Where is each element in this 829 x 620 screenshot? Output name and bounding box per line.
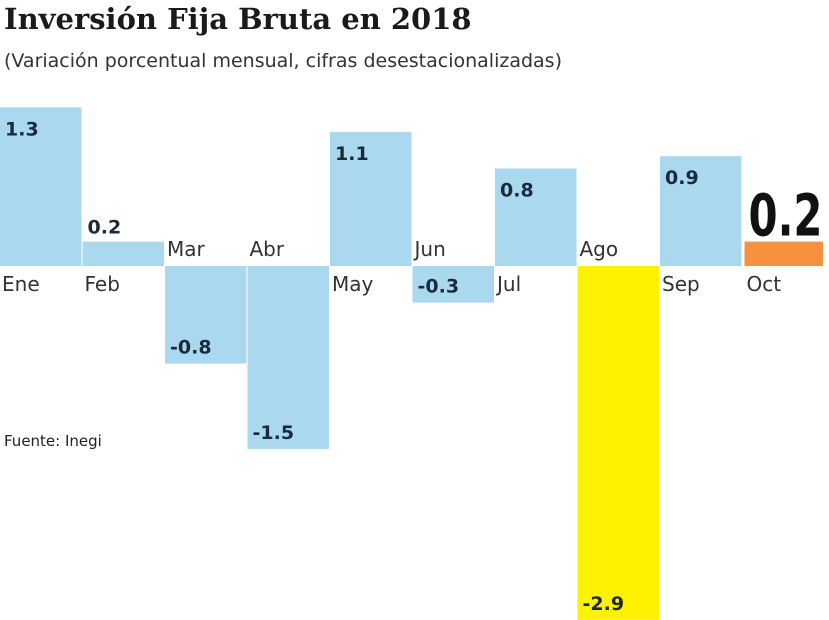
value-label: 0.2 [749, 182, 823, 250]
chart-title: Inversión Fija Bruta en 2018 [4, 2, 472, 36]
bar-ene [0, 107, 82, 267]
month-label: Feb [85, 272, 120, 296]
value-label: 1.1 [335, 143, 369, 165]
month-label: Abr [250, 237, 285, 261]
bar-feb [82, 241, 164, 266]
bar-mar [165, 266, 247, 364]
month-label: Jun [413, 237, 446, 261]
bar-oct [744, 241, 823, 266]
month-label: May [332, 272, 374, 296]
value-label: 1.3 [5, 118, 39, 140]
bar-jul [495, 168, 577, 266]
value-label: -0.8 [170, 337, 212, 359]
value-label: -2.9 [583, 593, 625, 615]
value-label: -0.3 [418, 276, 460, 298]
month-label: Oct [747, 272, 782, 296]
month-label: Mar [167, 237, 206, 261]
month-label: Ene [2, 272, 40, 296]
bar-abr [247, 266, 329, 449]
bar-sep [660, 156, 742, 266]
value-label: 0.8 [500, 179, 534, 201]
value-label: 0.2 [88, 217, 122, 239]
chart-subtitle: (Variación porcentual mensual, cifras de… [4, 50, 562, 72]
value-label: 0.9 [665, 167, 699, 189]
month-label: Jul [495, 272, 521, 296]
month-label: Sep [662, 272, 700, 296]
month-label: Ago [580, 237, 619, 261]
bar-ago [577, 266, 659, 620]
bar-may [330, 131, 412, 266]
bar-jun [412, 266, 494, 303]
source-note: Fuente: Inegi [4, 432, 102, 450]
value-label: -1.5 [253, 422, 295, 444]
